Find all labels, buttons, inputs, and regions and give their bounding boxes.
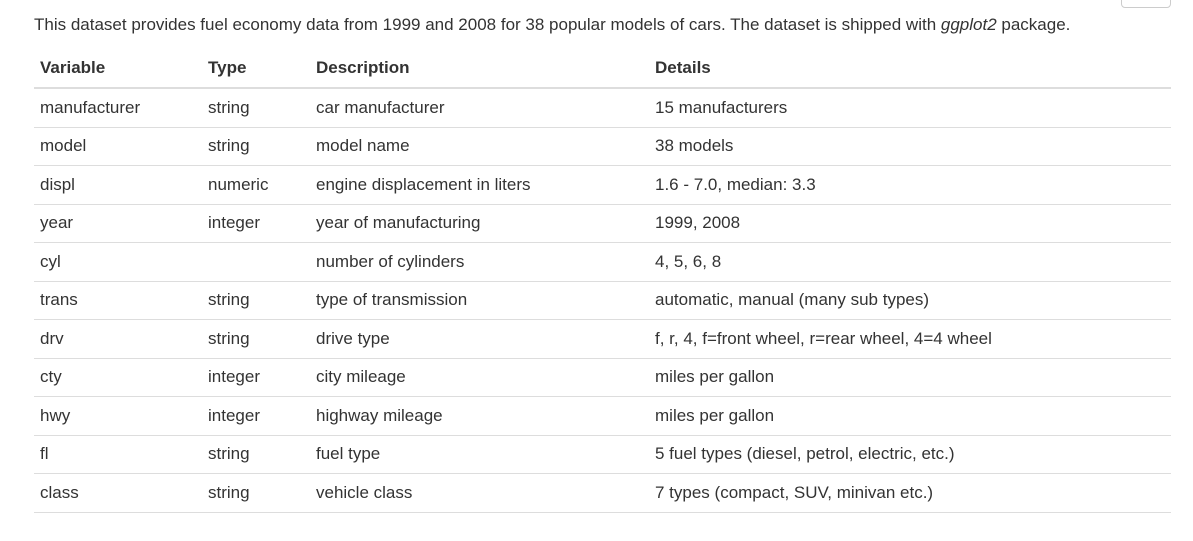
cell-details: 1999, 2008: [649, 204, 1171, 243]
cell-type: numeric: [202, 165, 310, 205]
table-row: cyl number of cylinders 4, 5, 6, 8: [34, 242, 1171, 282]
table-row: drv string drive type f, r, 4, f=front w…: [34, 319, 1171, 359]
table-row: fl string fuel type 5 fuel types (diesel…: [34, 435, 1171, 474]
cell-variable: hwy: [34, 396, 202, 436]
cell-details: 5 fuel types (diesel, petrol, electric, …: [649, 435, 1171, 474]
dataset-description: This dataset provides fuel economy data …: [34, 14, 1070, 36]
cell-variable: drv: [34, 319, 202, 359]
cell-description: highway mileage: [310, 396, 649, 436]
cell-details: automatic, manual (many sub types): [649, 281, 1171, 320]
cell-variable: year: [34, 204, 202, 243]
cell-variable: fl: [34, 435, 202, 474]
table-row: trans string type of transmission automa…: [34, 281, 1171, 320]
cell-type: string: [202, 435, 310, 474]
intro-text-end: package.: [996, 15, 1071, 34]
header-variable: Variable: [34, 48, 202, 89]
cell-details: 1.6 - 7.0, median: 3.3: [649, 165, 1171, 205]
cell-type: string: [202, 127, 310, 166]
cell-type: integer: [202, 396, 310, 436]
cell-variable: model: [34, 127, 202, 166]
package-name: ggplot2: [940, 15, 997, 34]
header-description: Description: [310, 48, 649, 89]
cell-type: [202, 242, 310, 282]
cell-details: 38 models: [649, 127, 1171, 166]
cell-description: year of manufacturing: [310, 204, 649, 243]
table-header-row: Variable Type Description Details: [34, 48, 1171, 89]
cell-description: drive type: [310, 319, 649, 359]
table-row: cty integer city mileage miles per gallo…: [34, 358, 1171, 397]
header-details: Details: [649, 48, 1171, 89]
cell-description: fuel type: [310, 435, 649, 474]
table-row: manufacturer string car manufacturer 15 …: [34, 88, 1171, 128]
table-row: class string vehicle class 7 types (comp…: [34, 473, 1171, 513]
cell-description: car manufacturer: [310, 88, 649, 128]
cell-variable: class: [34, 473, 202, 513]
cell-details: 15 manufacturers: [649, 88, 1171, 128]
cell-description: type of transmission: [310, 281, 649, 320]
cell-variable: trans: [34, 281, 202, 320]
cell-type: string: [202, 88, 310, 128]
table-row: displ numeric engine displacement in lit…: [34, 165, 1171, 205]
cell-details: miles per gallon: [649, 396, 1171, 436]
cell-variable: cyl: [34, 242, 202, 282]
cell-description: model name: [310, 127, 649, 166]
cell-details: 7 types (compact, SUV, minivan etc.): [649, 473, 1171, 513]
cell-type: integer: [202, 204, 310, 243]
table-row: model string model name 38 models: [34, 127, 1171, 166]
intro-text: This dataset provides fuel economy data …: [34, 15, 941, 34]
table-row: year integer year of manufacturing 1999,…: [34, 204, 1171, 243]
cell-description: vehicle class: [310, 473, 649, 513]
cell-details: miles per gallon: [649, 358, 1171, 397]
cell-details: 4, 5, 6, 8: [649, 242, 1171, 282]
cell-type: string: [202, 473, 310, 513]
cell-type: string: [202, 281, 310, 320]
cell-variable: cty: [34, 358, 202, 397]
table-row: hwy integer highway mileage miles per ga…: [34, 396, 1171, 436]
cell-description: number of cylinders: [310, 242, 649, 282]
top-right-button[interactable]: [1121, 0, 1171, 8]
header-type: Type: [202, 48, 310, 89]
cell-description: engine displacement in liters: [310, 165, 649, 205]
cell-variable: displ: [34, 165, 202, 205]
cell-variable: manufacturer: [34, 88, 202, 128]
cell-type: integer: [202, 358, 310, 397]
cell-description: city mileage: [310, 358, 649, 397]
variables-table: Variable Type Description Details manufa…: [34, 48, 1171, 513]
cell-type: string: [202, 319, 310, 359]
cell-details: f, r, 4, f=front wheel, r=rear wheel, 4=…: [649, 319, 1171, 359]
